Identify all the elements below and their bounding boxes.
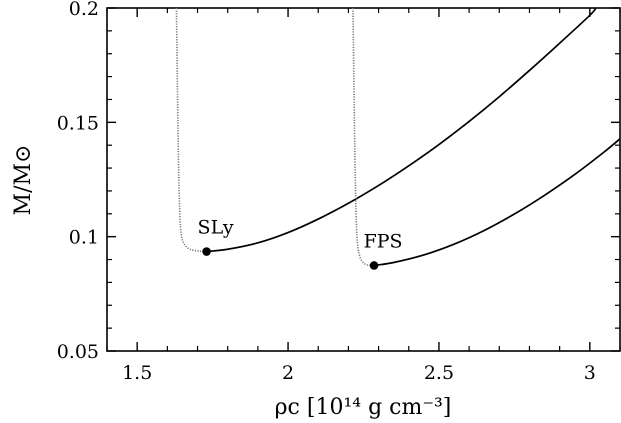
y-tick-label: 0.2 — [69, 0, 99, 20]
series-layer — [175, 8, 620, 270]
fps-series-label: FPS — [364, 230, 403, 252]
axis-ticks — [106, 7, 621, 352]
y-axis-title: M/M⊙ — [11, 145, 36, 216]
x-tick-label: 2 — [282, 362, 294, 384]
x-tick-label: 2.5 — [424, 362, 454, 384]
x-axis-title: ρc [10¹⁴ g cm⁻³] — [275, 395, 452, 420]
series-labels: SLy FPS — [198, 217, 403, 253]
y-tick-label: 0.15 — [57, 112, 99, 134]
sly-stable-curve — [206, 8, 597, 253]
y-tick-label: 0.05 — [57, 341, 99, 363]
fps-minimum-point — [369, 261, 379, 270]
sly-series-label: SLy — [198, 217, 234, 239]
tick-labels: 1.5 2 2.5 3 0.05 0.1 0.15 0.2 — [57, 0, 596, 384]
fps-stable-curve — [373, 138, 620, 267]
x-tick-label: 1.5 — [122, 362, 152, 384]
y-tick-label: 0.1 — [69, 227, 99, 249]
plot-frame — [106, 7, 621, 352]
sly-minimum-point — [202, 247, 211, 256]
x-tick-label: 3 — [584, 362, 596, 384]
fps-unstable-curve — [352, 8, 375, 267]
sly-unstable-curve — [175, 8, 207, 253]
